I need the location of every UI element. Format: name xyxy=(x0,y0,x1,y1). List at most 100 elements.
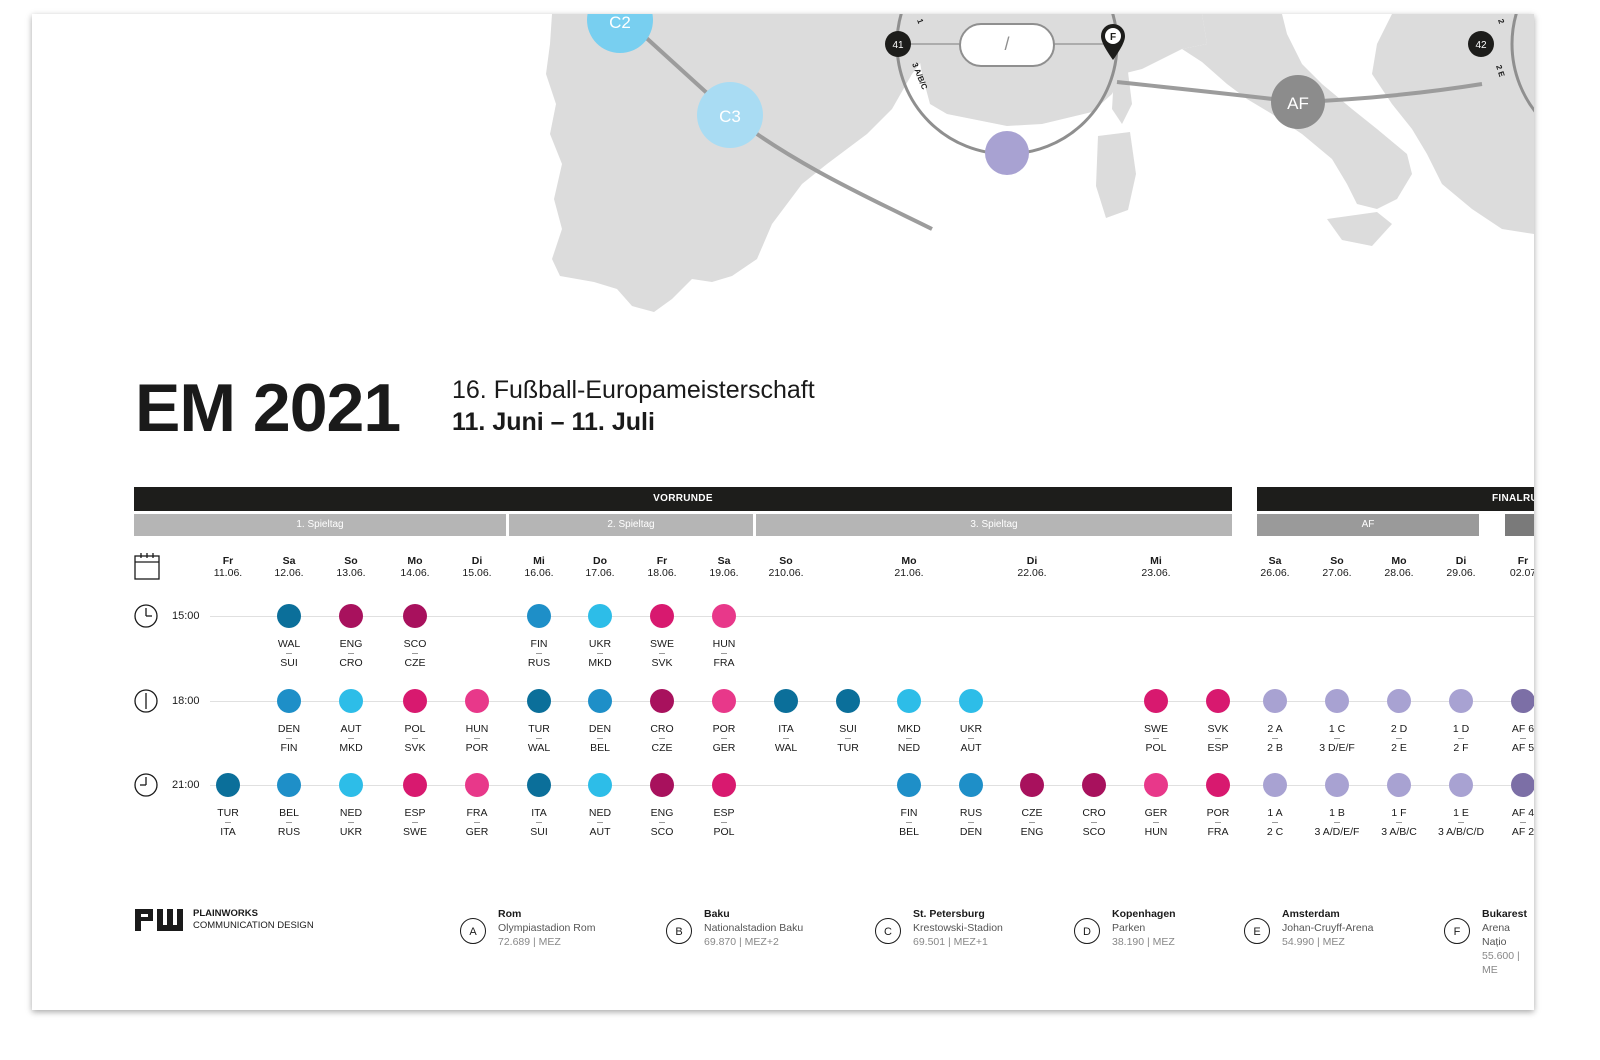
match-dot[interactable] xyxy=(650,773,674,797)
match-dot[interactable] xyxy=(403,689,427,713)
schedule-ring-right xyxy=(1510,14,1534,113)
match-dot[interactable] xyxy=(1325,689,1349,713)
match-teams: POR FRA xyxy=(1183,806,1253,839)
team-away: 2 E xyxy=(1391,742,1407,754)
team-away: POL xyxy=(713,826,735,838)
team-away: RUS xyxy=(277,826,301,838)
day-name: Mi xyxy=(1150,555,1162,567)
day-name: Di xyxy=(1026,555,1038,567)
day-name: So xyxy=(779,555,793,567)
match-dot[interactable] xyxy=(1511,773,1534,797)
match-dot[interactable] xyxy=(836,689,860,713)
day-date: 29.06. xyxy=(1446,567,1476,579)
day-date: 14.06. xyxy=(400,567,430,579)
match-dot[interactable] xyxy=(650,604,674,628)
team-away: POL xyxy=(1145,742,1167,754)
team-home: UKR xyxy=(936,722,1006,739)
team-away: DEN xyxy=(959,826,983,838)
day-date: 17.06. xyxy=(585,567,615,579)
match-dot[interactable] xyxy=(277,773,301,797)
match-dot[interactable] xyxy=(403,773,427,797)
match-dot[interactable] xyxy=(588,689,612,713)
match-dot[interactable] xyxy=(588,773,612,797)
venue-letter-badge: E xyxy=(1244,918,1270,944)
team-home: ENG xyxy=(316,637,386,654)
team-home: POL xyxy=(380,722,450,739)
day-date: 16.06. xyxy=(524,567,554,579)
team-away: FRA xyxy=(1207,826,1229,838)
team-home: ITA xyxy=(504,806,574,823)
match-dot[interactable] xyxy=(959,689,983,713)
team-home: AUT xyxy=(316,722,386,739)
match-dot[interactable] xyxy=(465,689,489,713)
match-dot[interactable] xyxy=(1263,689,1287,713)
team-home: ESP xyxy=(689,806,759,823)
match-dot[interactable] xyxy=(277,689,301,713)
match-dot[interactable] xyxy=(527,689,551,713)
match-dot[interactable] xyxy=(1206,773,1230,797)
match-teams: BEL RUS xyxy=(254,806,324,839)
team-home: 1 D xyxy=(1426,722,1496,739)
match-dot[interactable] xyxy=(712,604,736,628)
match-teams: WAL SUI xyxy=(254,637,324,670)
logo-name: PLAINWORKS xyxy=(193,908,258,919)
team-home: AF 4 xyxy=(1488,806,1534,823)
europe-map: / 1 3 A/B/C 2 2 E 41 42 F C2 C3 AF xyxy=(546,14,1534,312)
match-dot[interactable] xyxy=(1387,773,1411,797)
match-dot[interactable] xyxy=(588,604,612,628)
match-dot[interactable] xyxy=(465,773,489,797)
match-dot[interactable] xyxy=(1144,689,1168,713)
match-dot[interactable] xyxy=(897,773,921,797)
match-dot[interactable] xyxy=(216,773,240,797)
venue-info: Bukarest Arena Națio 55.600 | ME xyxy=(1482,907,1534,977)
match-dot[interactable] xyxy=(1082,773,1106,797)
match-dot[interactable] xyxy=(712,689,736,713)
team-home: 1 F xyxy=(1364,806,1434,823)
match-dot[interactable] xyxy=(712,773,736,797)
ring-node-42-label: 42 xyxy=(1475,40,1487,51)
team-home: HUN xyxy=(442,722,512,739)
match-dot[interactable] xyxy=(339,689,363,713)
ring-slot-label: / xyxy=(1004,34,1009,54)
match-dot[interactable] xyxy=(1206,689,1230,713)
match-dot[interactable] xyxy=(959,773,983,797)
match-dot[interactable] xyxy=(1020,773,1044,797)
match-dot[interactable] xyxy=(650,689,674,713)
spieltag-af: AF xyxy=(1257,514,1479,536)
match-teams: CRO CZE xyxy=(627,722,697,755)
venue-letter-badge: A xyxy=(460,918,486,944)
match-dot[interactable] xyxy=(1511,689,1534,713)
match-dot[interactable] xyxy=(1449,773,1473,797)
match-dot[interactable] xyxy=(774,689,798,713)
match-dot[interactable] xyxy=(1325,773,1349,797)
spieltag-2: 2. Spieltag xyxy=(509,514,753,536)
team-away: AUT xyxy=(960,742,982,754)
match-dot[interactable] xyxy=(277,604,301,628)
match-dot[interactable] xyxy=(1387,689,1411,713)
team-away: CZE xyxy=(651,742,673,754)
day-name: Mo xyxy=(407,555,423,567)
match-dot[interactable] xyxy=(1144,773,1168,797)
match-dot[interactable] xyxy=(527,773,551,797)
match-dot[interactable] xyxy=(897,689,921,713)
day-header: Do 17.06. xyxy=(570,555,630,579)
day-date: 210.06. xyxy=(768,567,804,579)
day-date: 19.06. xyxy=(709,567,739,579)
venue-info: St. Petersburg Krestowski-Stadion 69.501 |… xyxy=(913,907,1003,949)
match-dot[interactable] xyxy=(1449,689,1473,713)
match-dot[interactable] xyxy=(339,773,363,797)
match-dot[interactable] xyxy=(403,604,427,628)
row-line-21 xyxy=(210,785,1534,786)
day-date: 28.06. xyxy=(1384,567,1414,579)
team-home: 2 A xyxy=(1240,722,1310,739)
match-teams: SWE SVK xyxy=(627,637,697,670)
match-dot[interactable] xyxy=(339,604,363,628)
team-home: HUN xyxy=(689,637,759,654)
match-dot[interactable] xyxy=(527,604,551,628)
team-home: FRA xyxy=(442,806,512,823)
match-teams: RUS DEN xyxy=(936,806,1006,839)
node-c3-label: C3 xyxy=(719,107,741,126)
match-dot[interactable] xyxy=(1263,773,1287,797)
poster: / 1 3 A/B/C 2 2 E 41 42 F C2 C3 AF EM 20… xyxy=(32,14,1534,1010)
